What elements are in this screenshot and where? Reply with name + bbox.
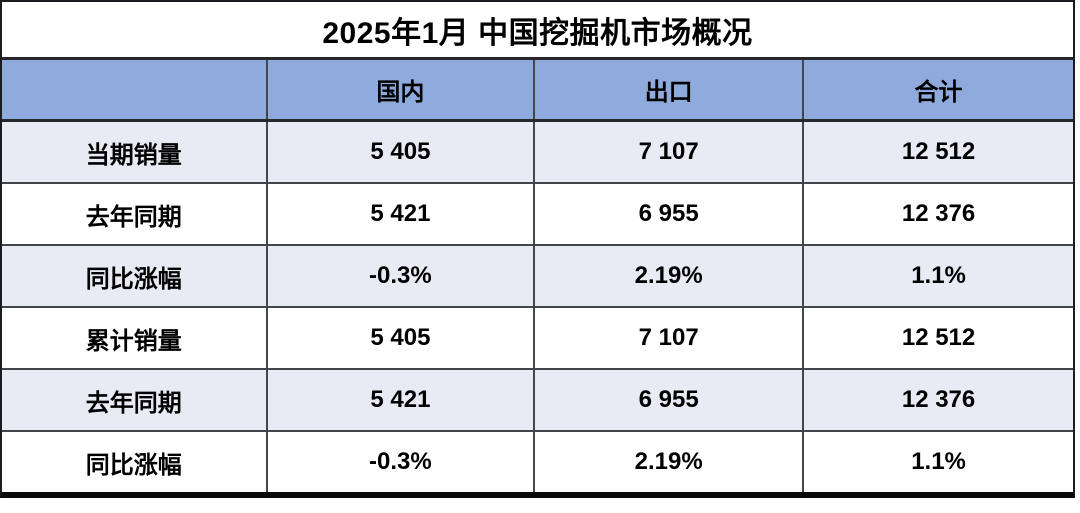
table-row-last-year-same-period-cumulative: 去年同期 5 421 6 955 12 376: [1, 368, 1074, 432]
table-row-current-sales: 当期销量 5 405 7 107 12 512: [1, 119, 1074, 184]
table-frame: 2025年1月 中国挖掘机市场概况 国内 出口 合计 当期销量 5 4: [0, 0, 1075, 498]
table-row-yoy-change-cumulative: 同比涨幅 -0.3% 2.19% 1.1%: [1, 430, 1074, 493]
header-cell-total: 合计: [802, 59, 1074, 122]
cell-value: 2.19%: [533, 244, 805, 308]
table-row-cumulative-sales: 累计销量 5 405 7 107 12 512: [1, 306, 1074, 370]
cell-value: 5 405: [265, 119, 536, 184]
cell-value: 5 421: [265, 368, 536, 432]
cell-value: 6 955: [533, 368, 805, 432]
cell-value: 6 955: [533, 182, 805, 246]
cell-value: 12 512: [802, 119, 1074, 184]
row-label: 累计销量: [1, 306, 268, 370]
cell-value: 7 107: [533, 119, 805, 184]
cell-value: 1.1%: [802, 244, 1074, 308]
header-cell-domestic: 国内: [265, 59, 536, 122]
cell-value: 7 107: [533, 306, 805, 370]
row-label: 去年同期: [1, 182, 268, 246]
cell-value: -0.3%: [265, 244, 536, 308]
table-title: 2025年1月 中国挖掘机市场概况: [2, 2, 1073, 60]
header-cell-empty: [1, 59, 268, 122]
cell-value: -0.3%: [265, 430, 536, 493]
cell-value: 12 376: [802, 368, 1074, 432]
row-label: 同比涨幅: [1, 430, 268, 493]
table-row-yoy-change: 同比涨幅 -0.3% 2.19% 1.1%: [1, 244, 1074, 308]
cell-value: 12 376: [802, 182, 1074, 246]
market-data-table: 国内 出口 合计 当期销量 5 405 7 107 12 512 去年同期 5 …: [1, 59, 1074, 493]
table-row-last-year-same-period: 去年同期 5 421 6 955 12 376: [1, 182, 1074, 246]
cell-value: 1.1%: [802, 430, 1074, 493]
header-cell-export: 出口: [533, 59, 805, 122]
cell-value: 5 421: [265, 182, 536, 246]
row-label: 同比涨幅: [1, 244, 268, 308]
row-label: 当期销量: [1, 119, 268, 184]
cell-value: 12 512: [802, 306, 1074, 370]
row-label: 去年同期: [1, 368, 268, 432]
header-row: 国内 出口 合计: [1, 59, 1074, 122]
cell-value: 5 405: [265, 306, 536, 370]
cell-value: 2.19%: [533, 430, 805, 493]
